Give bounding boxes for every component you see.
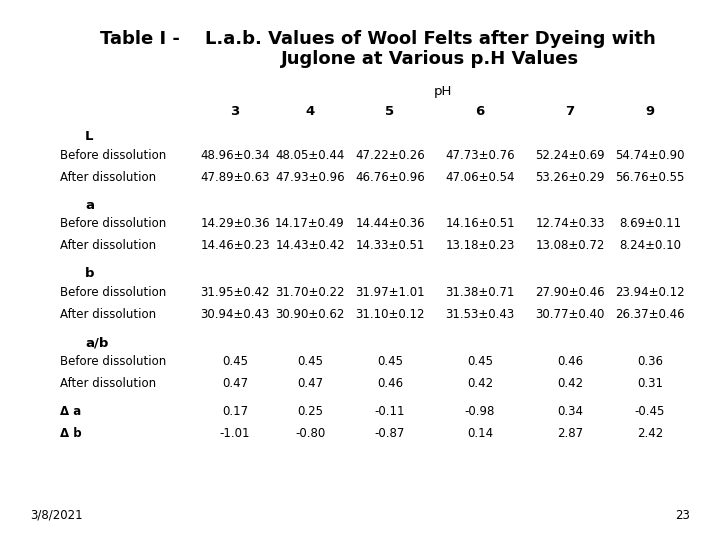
Text: pH: pH xyxy=(433,85,451,98)
Text: 27.90±0.46: 27.90±0.46 xyxy=(535,286,605,299)
Text: a: a xyxy=(85,199,94,212)
Text: 52.24±0.69: 52.24±0.69 xyxy=(535,148,605,161)
Text: 31.53±0.43: 31.53±0.43 xyxy=(446,308,515,321)
Text: 0.17: 0.17 xyxy=(222,405,248,418)
Text: -1.01: -1.01 xyxy=(220,427,251,440)
Text: 2.42: 2.42 xyxy=(637,427,663,440)
Text: 0.42: 0.42 xyxy=(467,377,493,390)
Text: 30.94±0.43: 30.94±0.43 xyxy=(200,308,270,321)
Text: 5: 5 xyxy=(385,105,395,118)
Text: 0.34: 0.34 xyxy=(557,405,583,418)
Text: 31.10±0.12: 31.10±0.12 xyxy=(355,308,425,321)
Text: Before dissolution: Before dissolution xyxy=(60,218,166,231)
Text: 0.46: 0.46 xyxy=(557,355,583,368)
Text: 31.70±0.22: 31.70±0.22 xyxy=(275,286,345,299)
Text: 14.43±0.42: 14.43±0.42 xyxy=(275,239,345,252)
Text: L: L xyxy=(85,130,94,143)
Text: 0.42: 0.42 xyxy=(557,377,583,390)
Text: 47.73±0.76: 47.73±0.76 xyxy=(445,148,515,161)
Text: 56.76±0.55: 56.76±0.55 xyxy=(616,171,685,184)
Text: 31.38±0.71: 31.38±0.71 xyxy=(445,286,515,299)
Text: 47.06±0.54: 47.06±0.54 xyxy=(445,171,515,184)
Text: 0.45: 0.45 xyxy=(467,355,493,368)
Text: After dissolution: After dissolution xyxy=(60,308,156,321)
Text: 0.45: 0.45 xyxy=(222,355,248,368)
Text: 47.93±0.96: 47.93±0.96 xyxy=(275,171,345,184)
Text: Before dissolution: Before dissolution xyxy=(60,286,166,299)
Text: After dissolution: After dissolution xyxy=(60,377,156,390)
Text: 13.08±0.72: 13.08±0.72 xyxy=(535,239,605,252)
Text: Before dissolution: Before dissolution xyxy=(60,148,166,161)
Text: 4: 4 xyxy=(305,105,315,118)
Text: 23: 23 xyxy=(675,509,690,522)
Text: L.a.b. Values of Wool Felts after Dyeing with: L.a.b. Values of Wool Felts after Dyeing… xyxy=(204,30,655,48)
Text: Before dissolution: Before dissolution xyxy=(60,355,166,368)
Text: 14.46±0.23: 14.46±0.23 xyxy=(200,239,270,252)
Text: 53.26±0.29: 53.26±0.29 xyxy=(535,171,605,184)
Text: 0.46: 0.46 xyxy=(377,377,403,390)
Text: -0.11: -0.11 xyxy=(374,405,405,418)
Text: -0.98: -0.98 xyxy=(465,405,495,418)
Text: 12.74±0.33: 12.74±0.33 xyxy=(535,218,605,231)
Text: 47.89±0.63: 47.89±0.63 xyxy=(200,171,270,184)
Text: 46.76±0.96: 46.76±0.96 xyxy=(355,171,425,184)
Text: Δ b: Δ b xyxy=(60,427,81,440)
Text: 31.97±1.01: 31.97±1.01 xyxy=(355,286,425,299)
Text: 0.45: 0.45 xyxy=(297,355,323,368)
Text: 0.25: 0.25 xyxy=(297,405,323,418)
Text: Juglone at Various p.H Values: Juglone at Various p.H Values xyxy=(281,50,579,68)
Text: 0.31: 0.31 xyxy=(637,377,663,390)
Text: 0.36: 0.36 xyxy=(637,355,663,368)
Text: 48.05±0.44: 48.05±0.44 xyxy=(275,148,345,161)
Text: 0.45: 0.45 xyxy=(377,355,403,368)
Text: -0.87: -0.87 xyxy=(375,427,405,440)
Text: 3: 3 xyxy=(230,105,240,118)
Text: a/b: a/b xyxy=(85,336,109,349)
Text: 7: 7 xyxy=(565,105,575,118)
Text: 0.14: 0.14 xyxy=(467,427,493,440)
Text: 54.74±0.90: 54.74±0.90 xyxy=(616,148,685,161)
Text: 0.47: 0.47 xyxy=(297,377,323,390)
Text: After dissolution: After dissolution xyxy=(60,239,156,252)
Text: 9: 9 xyxy=(645,105,654,118)
Text: 48.96±0.34: 48.96±0.34 xyxy=(200,148,270,161)
Text: Table I -: Table I - xyxy=(100,30,180,48)
Text: 0.47: 0.47 xyxy=(222,377,248,390)
Text: 6: 6 xyxy=(475,105,485,118)
Text: 13.18±0.23: 13.18±0.23 xyxy=(445,239,515,252)
Text: 31.95±0.42: 31.95±0.42 xyxy=(200,286,270,299)
Text: b: b xyxy=(85,267,94,280)
Text: 14.29±0.36: 14.29±0.36 xyxy=(200,218,270,231)
Text: 14.16±0.51: 14.16±0.51 xyxy=(445,218,515,231)
Text: 14.33±0.51: 14.33±0.51 xyxy=(355,239,425,252)
Text: 8.24±0.10: 8.24±0.10 xyxy=(619,239,681,252)
Text: 3/8/2021: 3/8/2021 xyxy=(30,509,83,522)
Text: 30.77±0.40: 30.77±0.40 xyxy=(535,308,605,321)
Text: -0.45: -0.45 xyxy=(635,405,665,418)
Text: 14.44±0.36: 14.44±0.36 xyxy=(355,218,425,231)
Text: 47.22±0.26: 47.22±0.26 xyxy=(355,148,425,161)
Text: -0.80: -0.80 xyxy=(295,427,325,440)
Text: 2.87: 2.87 xyxy=(557,427,583,440)
Text: Δ a: Δ a xyxy=(60,405,81,418)
Text: 14.17±0.49: 14.17±0.49 xyxy=(275,218,345,231)
Text: 23.94±0.12: 23.94±0.12 xyxy=(615,286,685,299)
Text: 8.69±0.11: 8.69±0.11 xyxy=(619,218,681,231)
Text: 26.37±0.46: 26.37±0.46 xyxy=(615,308,685,321)
Text: After dissolution: After dissolution xyxy=(60,171,156,184)
Text: 30.90±0.62: 30.90±0.62 xyxy=(275,308,345,321)
